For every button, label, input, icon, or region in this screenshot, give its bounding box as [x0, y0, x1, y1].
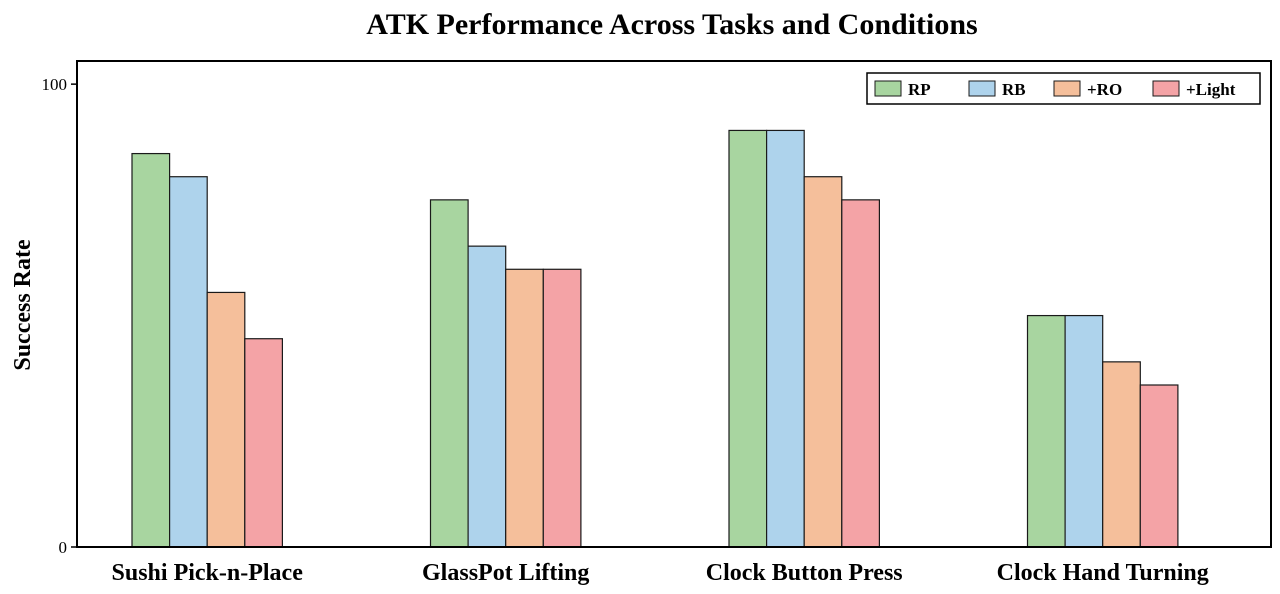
y-ticks-group: 0 100 — [42, 75, 77, 557]
bar-rb-clock-button-press — [765, 129, 805, 548]
bar-light-clock-button-press — [841, 199, 880, 548]
bar-rp-clock-hand-turning — [1026, 314, 1066, 548]
legend-label-rp: RP — [908, 80, 931, 99]
bar-rb-glasspot-lifting — [467, 245, 507, 548]
bar-rp-clock-button-press — [728, 129, 768, 548]
y-axis-label: Success Rate — [10, 239, 36, 371]
bar-rp-sushi-pick-n-place — [131, 152, 171, 548]
legend: RP RB +RO +Light — [866, 72, 1261, 105]
bar-rp-glasspot-lifting — [429, 199, 469, 548]
bar-rb-clock-hand-turning — [1064, 314, 1104, 548]
bars-group — [131, 129, 1179, 548]
legend-label-light: +Light — [1186, 80, 1236, 99]
bar-light-glasspot-lifting — [542, 268, 582, 548]
legend-swatch-rp — [874, 80, 902, 97]
legend-swatch-rb — [968, 80, 996, 97]
bar-ro-clock-hand-turning — [1102, 361, 1141, 548]
bar-ro-sushi-pick-n-place — [206, 291, 246, 548]
legend-swatch-ro — [1053, 80, 1081, 97]
bar-ro-glasspot-lifting — [505, 268, 544, 548]
x-tick-label: Clock Hand Turning — [997, 560, 1209, 586]
bar-light-clock-hand-turning — [1139, 384, 1179, 548]
legend-swatch-light — [1152, 80, 1180, 97]
legend-label-rb: RB — [1002, 80, 1026, 99]
x-tick-label: GlassPot Lifting — [422, 560, 589, 586]
y-tick-label: 0 — [59, 538, 68, 557]
x-tick-label: Clock Button Press — [706, 560, 903, 586]
x-ticks-group: Sushi Pick-n-Place GlassPot Lifting Clock … — [112, 560, 1209, 586]
legend-label-ro: +RO — [1087, 80, 1122, 99]
y-tick-label: 100 — [42, 75, 68, 94]
bar-ro-clock-button-press — [803, 176, 843, 548]
bar-rb-sushi-pick-n-place — [169, 176, 208, 548]
plot-frame — [76, 60, 1272, 548]
bar-light-sushi-pick-n-place — [244, 338, 284, 548]
chart-title: ATK Performance Across Tasks and Conditi… — [366, 8, 977, 41]
x-tick-label: Sushi Pick-n-Place — [112, 560, 304, 586]
